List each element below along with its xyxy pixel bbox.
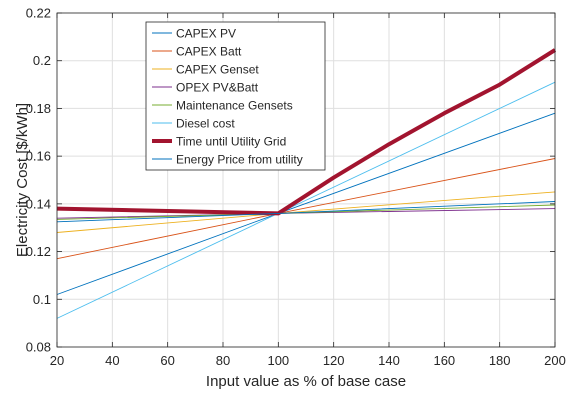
legend-label: CAPEX Genset — [176, 62, 259, 76]
x-tick-label: 60 — [160, 353, 174, 368]
series-lines — [56, 48, 557, 319]
x-tick-label: 100 — [267, 353, 289, 368]
y-tick-label: 0.22 — [26, 6, 51, 21]
x-tick-label: 160 — [433, 353, 455, 368]
legend-label: CAPEX PV — [176, 26, 236, 40]
x-tick-label: 20 — [50, 353, 64, 368]
y-tick-label: 0.12 — [26, 244, 51, 259]
x-tick-label: 120 — [323, 353, 345, 368]
x-tick-label: 140 — [378, 353, 400, 368]
y-axis-title: Electricity Cost [$/kWh] — [14, 103, 31, 257]
legend-label: OPEX PV&Batt — [176, 80, 259, 94]
legend-label: Time until Utility Grid — [176, 134, 286, 148]
y-tick-label: 0.16 — [26, 149, 51, 164]
legend-label: Maintenance Gensets — [176, 98, 293, 112]
x-axis-title: Input value as % of base case — [206, 373, 406, 390]
plot-frame — [56, 12, 556, 348]
y-tick-label: 0.14 — [26, 196, 51, 211]
legend-label: Energy Price from utility — [176, 152, 303, 166]
x-tick-label: 40 — [105, 353, 119, 368]
x-tick-label: 180 — [489, 353, 511, 368]
axis-ticks: 20 40 60 80 100 120 140 160 180 200 0.08 0.1 0.12 0.1… — [26, 6, 566, 369]
x-tick-label: 80 — [216, 353, 230, 368]
series-line-7 — [56, 201, 556, 223]
y-tick-label: 0.08 — [26, 340, 51, 355]
legend-box — [145, 21, 326, 171]
legend-label: CAPEX Batt — [176, 44, 242, 58]
y-tick-label: 0.2 — [33, 53, 51, 68]
legend-label: Diesel cost — [176, 116, 235, 130]
x-tick-label: 200 — [544, 353, 566, 368]
legend: CAPEX PV CAPEX Batt CAPEX Genset OPEX PV&Ba… — [145, 21, 326, 171]
y-tick-label: 0.18 — [26, 101, 51, 116]
y-tick-label: 0.1 — [33, 292, 51, 307]
